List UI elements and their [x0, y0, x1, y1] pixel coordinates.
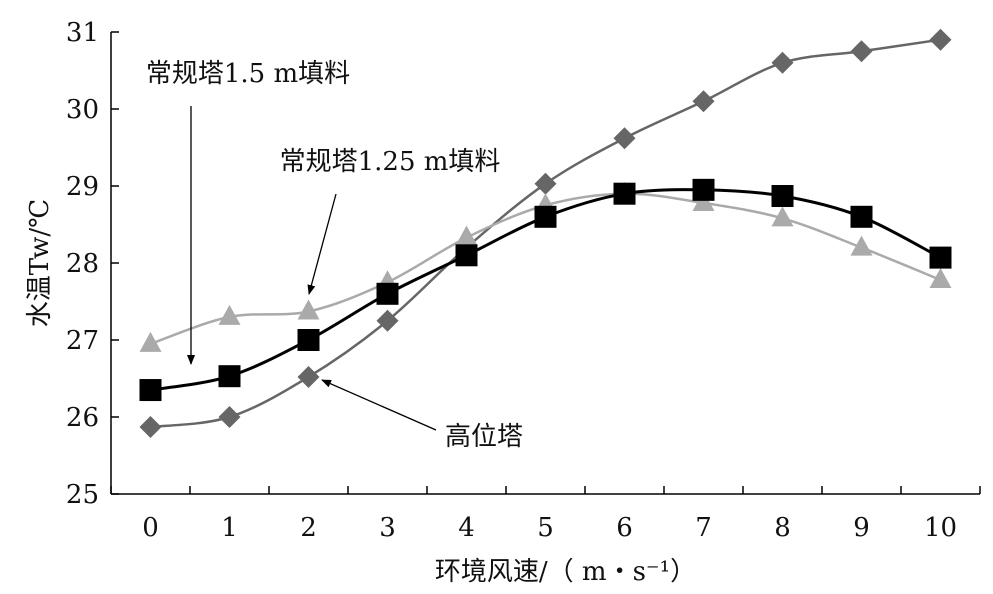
data-point-square	[534, 205, 557, 228]
series-layer	[139, 28, 952, 439]
x-ticks: 0 1 2 3 4 5 6 7 8 9 10	[110, 486, 981, 543]
data-point-triangle	[850, 235, 873, 256]
annotation-label: 常规塔1.25 m填料	[280, 147, 501, 177]
data-point-diamond	[692, 90, 715, 113]
y-tick-label: 26	[66, 403, 99, 433]
data-point-diamond	[297, 365, 320, 388]
y-tick-label: 29	[66, 172, 99, 202]
x-tick-label: 5	[537, 513, 554, 543]
x-tick-label: 10	[924, 513, 957, 543]
y-ticks: 25 26 27 28 29 30 31	[66, 18, 119, 510]
y-tick-label: 25	[66, 480, 99, 510]
data-point-diamond	[534, 172, 557, 195]
series-square	[139, 178, 952, 402]
annotation-label: 高位塔	[445, 422, 523, 452]
x-tick-label: 8	[774, 513, 791, 543]
y-axis-title: 水温Tw/℃	[25, 199, 55, 328]
y-tick-label: 30	[66, 95, 99, 125]
x-tick-label: 1	[221, 513, 238, 543]
y-tick-label: 28	[66, 249, 99, 279]
annotation: 常规塔1.25 m填料	[280, 147, 501, 295]
data-point-diamond	[613, 127, 636, 150]
data-point-diamond	[376, 309, 399, 332]
data-point-diamond	[218, 406, 241, 428]
data-point-square	[218, 365, 241, 388]
x-tick-label: 4	[458, 513, 475, 543]
data-point-triangle	[455, 225, 478, 246]
data-point-diamond	[139, 416, 162, 439]
data-point-triangle	[692, 190, 715, 211]
x-tick-label: 6	[616, 513, 633, 543]
data-point-diamond	[771, 51, 794, 74]
axes: 25 26 27 28 29 30 31 0 1 2 3 4 5 6 7 8 9 10	[66, 18, 981, 543]
x-tick-label: 2	[300, 513, 317, 543]
data-point-square	[929, 246, 952, 269]
data-point-triangle	[771, 206, 794, 227]
data-point-square	[297, 329, 320, 351]
data-point-triangle	[218, 304, 241, 325]
data-point-square	[692, 178, 715, 201]
series-diamond	[139, 28, 952, 439]
data-point-diamond	[929, 28, 952, 51]
y-tick-label: 31	[66, 18, 99, 48]
data-point-triangle	[929, 267, 952, 288]
data-point-triangle	[297, 299, 320, 320]
data-point-square	[771, 185, 794, 208]
x-tick-label: 7	[695, 513, 712, 543]
data-point-triangle	[139, 331, 162, 352]
annotation-arrow	[321, 379, 437, 431]
annotation-label: 常规塔1.5 m填料	[146, 59, 350, 89]
x-tick-label: 9	[853, 513, 870, 543]
annotation: 高位塔	[321, 379, 523, 452]
data-point-square	[850, 205, 873, 228]
x-tick-label: 0	[142, 513, 159, 543]
x-axis-title: 环境风速/（ m・s⁻¹）	[435, 557, 696, 587]
data-point-square	[139, 379, 162, 402]
annotation-arrow	[307, 193, 337, 295]
data-point-square	[376, 282, 399, 305]
data-point-square	[613, 182, 636, 205]
data-point-square	[455, 244, 478, 267]
annotation: 常规塔1.5 m填料	[146, 59, 350, 365]
y-tick-label: 27	[66, 326, 99, 356]
series-line	[150, 38, 941, 429]
data-point-diamond	[850, 40, 873, 63]
x-tick-label: 3	[379, 513, 396, 543]
